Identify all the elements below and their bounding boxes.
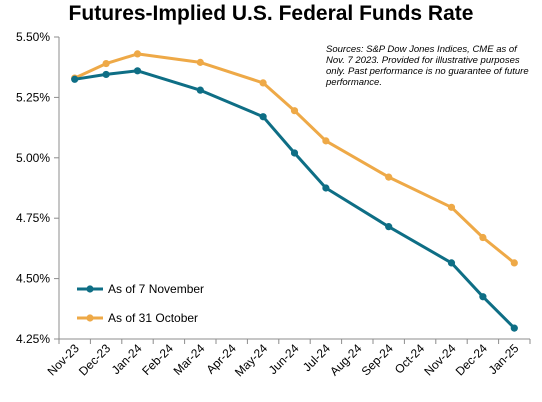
x-tick-label: Jun-24 [266, 341, 302, 377]
data-point [196, 86, 204, 94]
x-tick-label: Nov-24 [421, 341, 458, 378]
data-point [290, 149, 299, 157]
chart-title: Futures-Implied U.S. Federal Funds Rate [68, 2, 474, 25]
x-tick-label: May-24 [232, 341, 270, 379]
legend-label: As of 31 October [108, 311, 198, 325]
x-tick-label: Feb-24 [139, 341, 176, 378]
data-point [479, 293, 487, 301]
y-tick-label: 5.50% [16, 30, 50, 44]
legend-label: As of 7 November [108, 282, 204, 296]
data-point [102, 70, 110, 79]
y-tick-label: 4.25% [16, 332, 50, 346]
legend-swatch-marker [86, 285, 94, 293]
x-tick-label: Mar-24 [171, 341, 208, 378]
data-point [290, 107, 299, 115]
data-point [322, 184, 330, 192]
data-point [102, 59, 110, 68]
data-point [385, 173, 393, 181]
x-tick-label: Aug-24 [327, 341, 364, 378]
data-point [510, 259, 518, 267]
y-tick-label: 5.25% [16, 90, 50, 104]
x-tick-label: Jan-25 [486, 341, 522, 377]
y-tick-label: 4.75% [16, 211, 50, 225]
data-point [71, 75, 79, 83]
y-tick-label: 5.00% [16, 151, 50, 165]
x-tick-label: Sep-24 [359, 341, 396, 378]
x-tick-label: Nov-23 [45, 341, 82, 378]
data-point [479, 233, 487, 242]
data-point [133, 67, 142, 75]
data-point [259, 79, 267, 87]
data-point [385, 223, 393, 231]
data-point [447, 203, 456, 211]
data-point [133, 50, 142, 58]
data-point [447, 259, 456, 267]
source-note: Sources: S&P Dow Jones Indices, CME as o… [326, 44, 529, 88]
data-point [322, 137, 330, 145]
data-point [259, 113, 267, 121]
data-point [510, 324, 518, 332]
x-tick-label: Jan-24 [109, 341, 145, 377]
series-line [74, 52, 516, 265]
x-tick-label: Dec-24 [453, 341, 490, 378]
x-tick-label: Oct-24 [392, 341, 428, 377]
y-tick-label: 4.50% [16, 272, 50, 286]
data-point [196, 58, 204, 66]
legend-swatch-marker [86, 314, 94, 322]
x-tick-label: Dec-23 [76, 341, 113, 378]
